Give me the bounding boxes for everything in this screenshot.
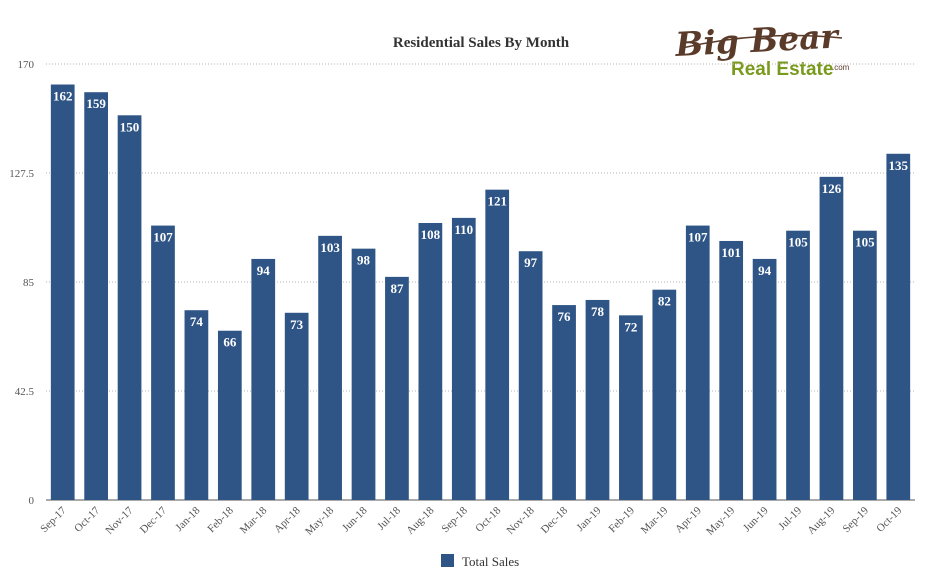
x-tick-label: Apr-18	[272, 504, 303, 535]
bar-value-label: 126	[822, 181, 842, 196]
bar-value-label: 107	[688, 230, 708, 245]
y-tick-label: 0	[29, 495, 35, 507]
bar-value-label: 66	[223, 335, 237, 350]
bar-value-label: 73	[290, 317, 304, 332]
legend-swatch	[441, 554, 454, 567]
bar-value-label: 101	[721, 245, 741, 260]
bar-value-label: 82	[658, 294, 671, 309]
bar	[619, 315, 643, 500]
bar-value-label: 150	[120, 119, 140, 134]
x-axis: Sep-17 Oct-17 Nov-17 Dec-17 Jan-18 Feb-18 Mar-…	[38, 504, 904, 537]
y-tick-label: 85	[23, 277, 35, 289]
bar-value-label: 98	[357, 253, 371, 268]
bar	[385, 276, 409, 500]
x-tick-label: Sep-17	[38, 504, 69, 535]
bar	[151, 225, 175, 500]
x-tick-label: Oct-19	[874, 504, 904, 534]
x-tick-label: Jun-19	[741, 504, 771, 534]
bar	[351, 248, 376, 500]
logo-wordmark: Big Bear	[673, 16, 841, 64]
bar-value-label: 135	[889, 158, 909, 173]
x-tick-label: Mar-18	[238, 504, 270, 536]
chart-title: Residential Sales By Month	[393, 35, 570, 51]
bar	[418, 223, 443, 500]
y-tick-label: 170	[18, 59, 35, 71]
bar	[184, 310, 209, 500]
bar-value-label: 97	[524, 255, 538, 270]
bar-value-label: 110	[454, 222, 473, 237]
x-tick-label: Jan-19	[574, 504, 604, 534]
legend: Total Sales	[441, 554, 519, 569]
bar	[451, 217, 476, 500]
bar-value-label: 108	[421, 227, 441, 242]
logo-subtitle: Real Estate	[731, 59, 833, 80]
x-tick-label: May-18	[303, 504, 336, 537]
bar	[50, 84, 75, 501]
x-tick-label: Jun-18	[340, 504, 370, 534]
bar-value-label: 74	[190, 314, 204, 329]
bar	[251, 258, 276, 500]
bar	[217, 330, 242, 500]
bar	[485, 189, 510, 500]
x-tick-label: Jan-18	[173, 504, 203, 534]
bar-value-label: 162	[53, 89, 73, 104]
bar-value-label: 159	[86, 96, 106, 111]
bar-value-label: 103	[320, 240, 340, 255]
x-tick-label: Jul-18	[375, 504, 403, 532]
bar	[819, 176, 844, 501]
bar	[853, 230, 877, 501]
y-axis: 0 42.5 85 127.5 170	[9, 59, 34, 507]
bar	[318, 235, 342, 500]
bar	[685, 225, 710, 500]
bar-value-label: 105	[855, 235, 875, 250]
x-tick-label: Nov-18	[505, 504, 538, 537]
x-tick-label: Dec-17	[138, 504, 170, 536]
bar	[752, 258, 777, 500]
x-tick-label: Oct-17	[72, 504, 102, 534]
brand-logo: Big Bear Real Estate .com	[673, 16, 849, 80]
x-tick-label: May-19	[704, 504, 737, 537]
x-tick-label: Oct-18	[473, 504, 503, 534]
bar-value-label: 94	[758, 263, 772, 278]
x-tick-label: Sep-18	[439, 504, 470, 535]
bar-value-label: 107	[153, 230, 173, 245]
bar	[518, 251, 543, 500]
bar-value-label: 78	[591, 304, 605, 319]
bar	[84, 92, 108, 500]
bar	[117, 115, 142, 500]
bar	[552, 305, 576, 500]
y-tick-label: 42.5	[15, 386, 35, 398]
bar	[652, 289, 677, 500]
logo-swoosh	[681, 34, 843, 49]
x-tick-label: Nov-17	[103, 504, 136, 537]
y-tick-label: 127.5	[9, 168, 34, 180]
bar-labels: 162 159 150 107 74 66 94 73 103 98 87 108 110 121 97 76…	[53, 89, 909, 350]
bar	[886, 153, 911, 500]
bar-value-label: 105	[788, 235, 808, 250]
bar	[719, 240, 744, 500]
x-tick-label: Apr-19	[673, 504, 704, 535]
bar	[585, 299, 610, 500]
x-tick-label: Feb-19	[606, 504, 637, 535]
bar-value-label: 87	[390, 281, 404, 296]
bar-value-label: 121	[487, 194, 507, 209]
logo-domain: .com	[832, 63, 850, 72]
legend-label: Total Sales	[462, 554, 519, 569]
bar	[786, 230, 810, 501]
x-tick-label: Sep-19	[840, 504, 871, 535]
x-tick-label: Feb-18	[205, 504, 236, 535]
x-tick-label: Jul-19	[776, 504, 804, 532]
bar-value-label: 72	[624, 319, 637, 334]
gridlines	[46, 63, 915, 501]
bar-value-label: 76	[558, 309, 572, 324]
bars	[50, 84, 911, 501]
x-tick-label: Aug-18	[404, 504, 437, 537]
x-tick-label: Aug-19	[805, 504, 838, 537]
x-tick-label: Dec-18	[539, 504, 571, 536]
bar	[284, 312, 309, 500]
x-tick-label: Mar-19	[639, 504, 671, 536]
bar-value-label: 94	[257, 263, 271, 278]
